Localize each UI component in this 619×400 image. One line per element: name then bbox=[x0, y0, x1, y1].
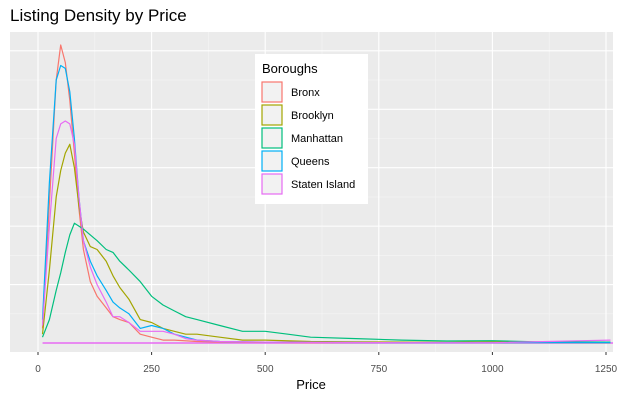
x-tick-label: 0 bbox=[35, 364, 41, 375]
legend-key-staten-island bbox=[261, 173, 283, 195]
legend-label-manhattan: Manhattan bbox=[291, 133, 343, 145]
x-tick-label: 500 bbox=[257, 364, 274, 375]
legend-key-queens bbox=[261, 150, 283, 172]
x-tick-label: 1250 bbox=[595, 364, 618, 375]
legend-label-queens: Queens bbox=[291, 156, 330, 168]
legend-label-bronx: Bronx bbox=[291, 87, 320, 99]
x-axis-ticks: 0 250 500 750 1000 1250 bbox=[35, 352, 618, 375]
chart-title: Listing Density by Price bbox=[10, 6, 187, 25]
series-lines bbox=[41, 44, 611, 344]
legend-key-bronx bbox=[261, 81, 283, 103]
legend-key-manhattan bbox=[261, 127, 283, 149]
legend-title: Boroughs bbox=[262, 61, 318, 76]
x-axis-label: Price bbox=[296, 377, 326, 392]
legend: Boroughs Bronx Brooklyn Manhattan Queens Sta… bbox=[255, 54, 368, 204]
x-tick-label: 750 bbox=[370, 364, 387, 375]
legend-label-staten-island: Staten Island bbox=[291, 179, 355, 191]
legend-items: Bronx Brooklyn Manhattan Queens Staten Islan… bbox=[261, 81, 355, 195]
x-tick-label: 250 bbox=[143, 364, 160, 375]
legend-label-brooklyn: Brooklyn bbox=[291, 110, 334, 122]
series-line-brooklyn bbox=[41, 143, 611, 344]
x-tick-label: 1000 bbox=[481, 364, 504, 375]
legend-key-brooklyn bbox=[261, 104, 283, 126]
series-line-staten-island bbox=[41, 120, 611, 344]
series-line-manhattan bbox=[41, 222, 611, 343]
